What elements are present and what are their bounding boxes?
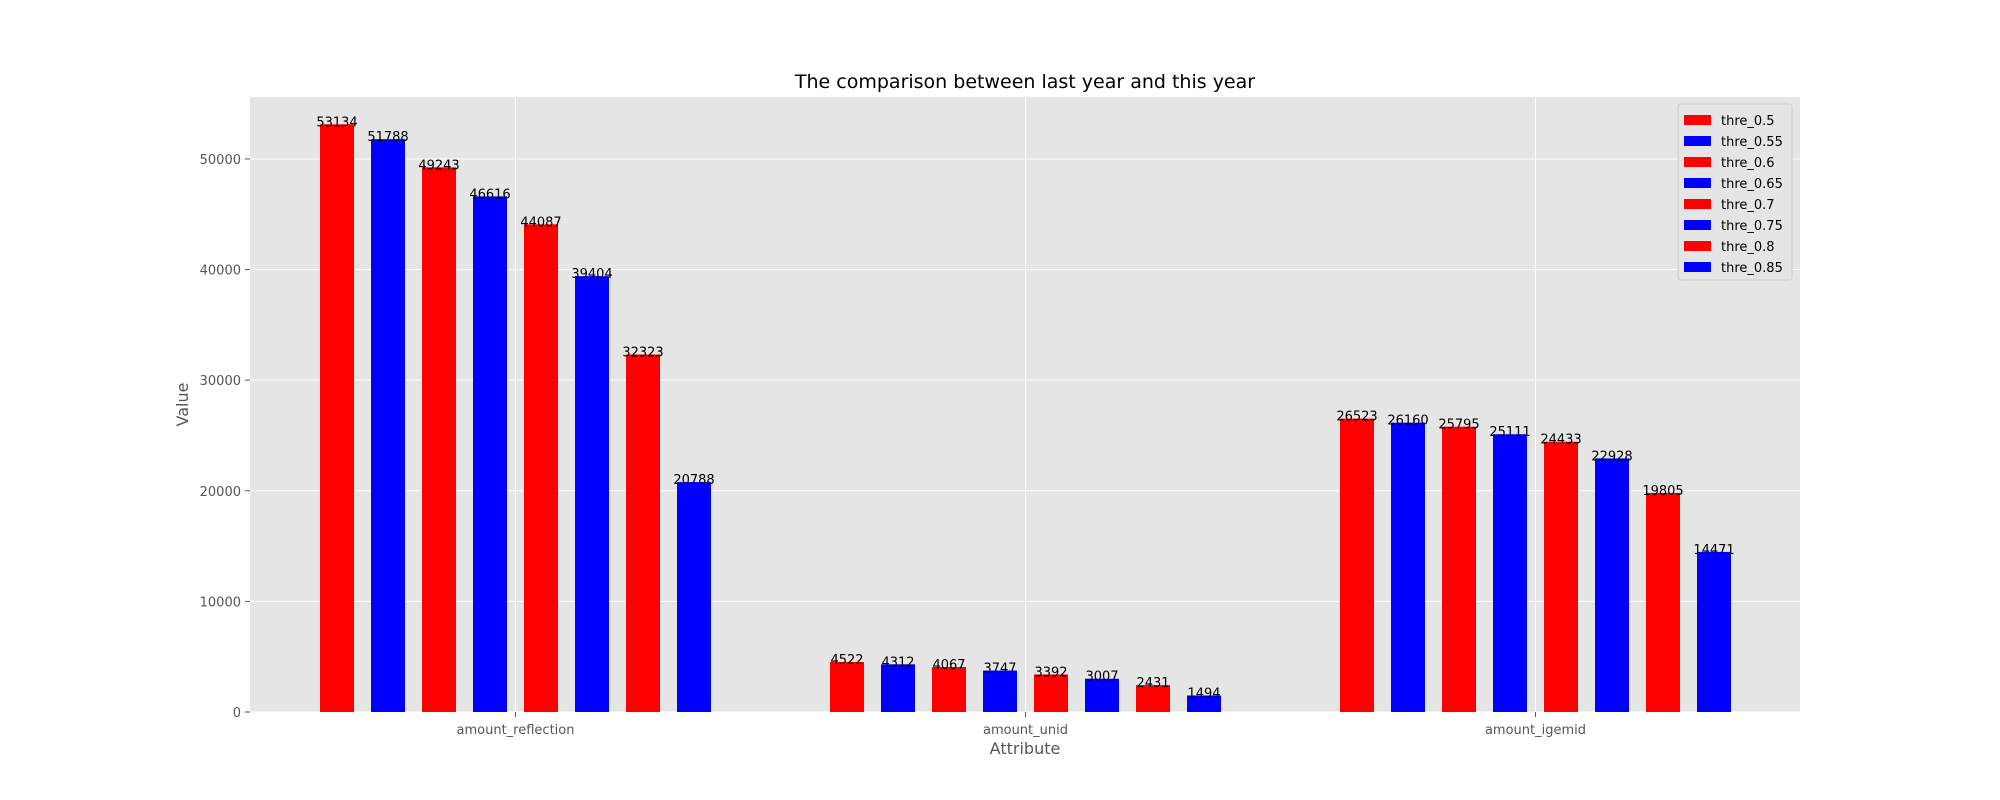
bar	[371, 139, 405, 713]
legend-entry: thre_0.85	[1721, 261, 1783, 276]
bar	[473, 196, 507, 712]
bar	[1340, 418, 1374, 712]
bar	[1595, 458, 1629, 712]
bar	[983, 670, 1017, 712]
legend-entry: thre_0.8	[1721, 240, 1775, 255]
bar	[422, 167, 456, 712]
grid-lines	[250, 97, 1800, 713]
data-labels: 53134 51788 49243 46616 44087 39404 32323 20788…	[316, 115, 1734, 701]
bar	[881, 664, 915, 712]
legend-entry: thre_0.7	[1721, 198, 1775, 213]
bar	[932, 667, 966, 712]
bar-value-label: 4067	[932, 658, 965, 673]
y-tick-label: 50000	[200, 153, 241, 168]
bar	[1442, 426, 1476, 712]
bar-value-label: 19805	[1642, 484, 1683, 499]
x-tick-label: amount_reflection	[457, 723, 575, 738]
x-axis-label: Attribute	[990, 739, 1061, 758]
legend-swatch	[1684, 157, 1711, 167]
y-tick-label: 20000	[200, 485, 241, 500]
bar-value-label: 44087	[520, 215, 561, 230]
bar	[1544, 441, 1578, 712]
bar	[1697, 551, 1731, 712]
bar-value-label: 26160	[1387, 414, 1428, 429]
y-tick-label: 0	[233, 706, 241, 721]
bar-value-label: 51788	[367, 130, 408, 145]
bar	[524, 224, 558, 712]
legend-swatch	[1684, 136, 1711, 146]
bar	[1034, 674, 1068, 712]
legend-entry: thre_0.75	[1721, 219, 1783, 234]
bar	[1085, 678, 1119, 712]
bar	[320, 124, 354, 713]
bar-value-label: 26523	[1336, 410, 1377, 425]
bar	[1493, 434, 1527, 712]
bar-value-label: 20788	[673, 473, 714, 488]
bar-value-label: 3007	[1085, 670, 1118, 685]
bar-value-label: 4312	[881, 655, 914, 670]
legend-swatch	[1684, 220, 1711, 230]
legend-entry: thre_0.6	[1721, 156, 1775, 171]
bar-value-label: 46616	[469, 187, 510, 202]
bar-value-label: 22928	[1591, 449, 1632, 464]
bars	[320, 124, 1731, 713]
bar	[1187, 695, 1221, 712]
bar	[575, 276, 609, 712]
bar-value-label: 24433	[1540, 433, 1581, 448]
bar	[1646, 492, 1680, 712]
y-tick-label: 10000	[200, 595, 241, 610]
bar	[677, 482, 711, 712]
bar	[1136, 685, 1170, 712]
bar-value-label: 49243	[418, 158, 459, 173]
bar-value-label: 25795	[1438, 418, 1479, 433]
legend-entry: thre_0.55	[1721, 135, 1783, 150]
bar-value-label: 14471	[1693, 543, 1734, 558]
legend-box	[1677, 103, 1793, 281]
x-axis-ticks: amount_reflection amount_unid amount_igemi…	[457, 712, 1586, 738]
bar	[1391, 422, 1425, 712]
legend-swatch	[1684, 178, 1711, 188]
bar-value-label: 1494	[1187, 686, 1220, 701]
bar	[626, 354, 660, 712]
bar	[830, 661, 864, 712]
y-axis-label: Value	[173, 383, 192, 427]
bar-value-label: 3747	[983, 662, 1016, 677]
legend-swatch	[1684, 115, 1711, 125]
x-tick-label: amount_unid	[983, 723, 1068, 738]
bar-value-label: 2431	[1136, 676, 1169, 691]
legend-entry: thre_0.5	[1721, 114, 1775, 129]
x-tick-label: amount_igemid	[1485, 723, 1586, 738]
bar-value-label: 3392	[1034, 665, 1067, 680]
legend: thre_0.5 thre_0.55 thre_0.6 thre_0.65 thre_0…	[1677, 103, 1793, 281]
y-tick-label: 40000	[200, 264, 241, 279]
bar-value-label: 53134	[316, 115, 357, 130]
bar-value-label: 25111	[1489, 425, 1530, 440]
chart-title: The comparison between last year and thi…	[794, 71, 1255, 93]
bar-value-label: 32323	[622, 345, 663, 360]
bar-value-label: 4522	[830, 653, 863, 668]
legend-swatch	[1684, 199, 1711, 209]
legend-swatch	[1684, 262, 1711, 272]
y-axis-ticks: 0 10000 20000 30000 40000 50000	[200, 153, 250, 721]
y-tick-label: 30000	[200, 374, 241, 389]
bar-value-label: 39404	[571, 267, 612, 282]
legend-swatch	[1684, 241, 1711, 251]
legend-entry: thre_0.65	[1721, 177, 1783, 192]
